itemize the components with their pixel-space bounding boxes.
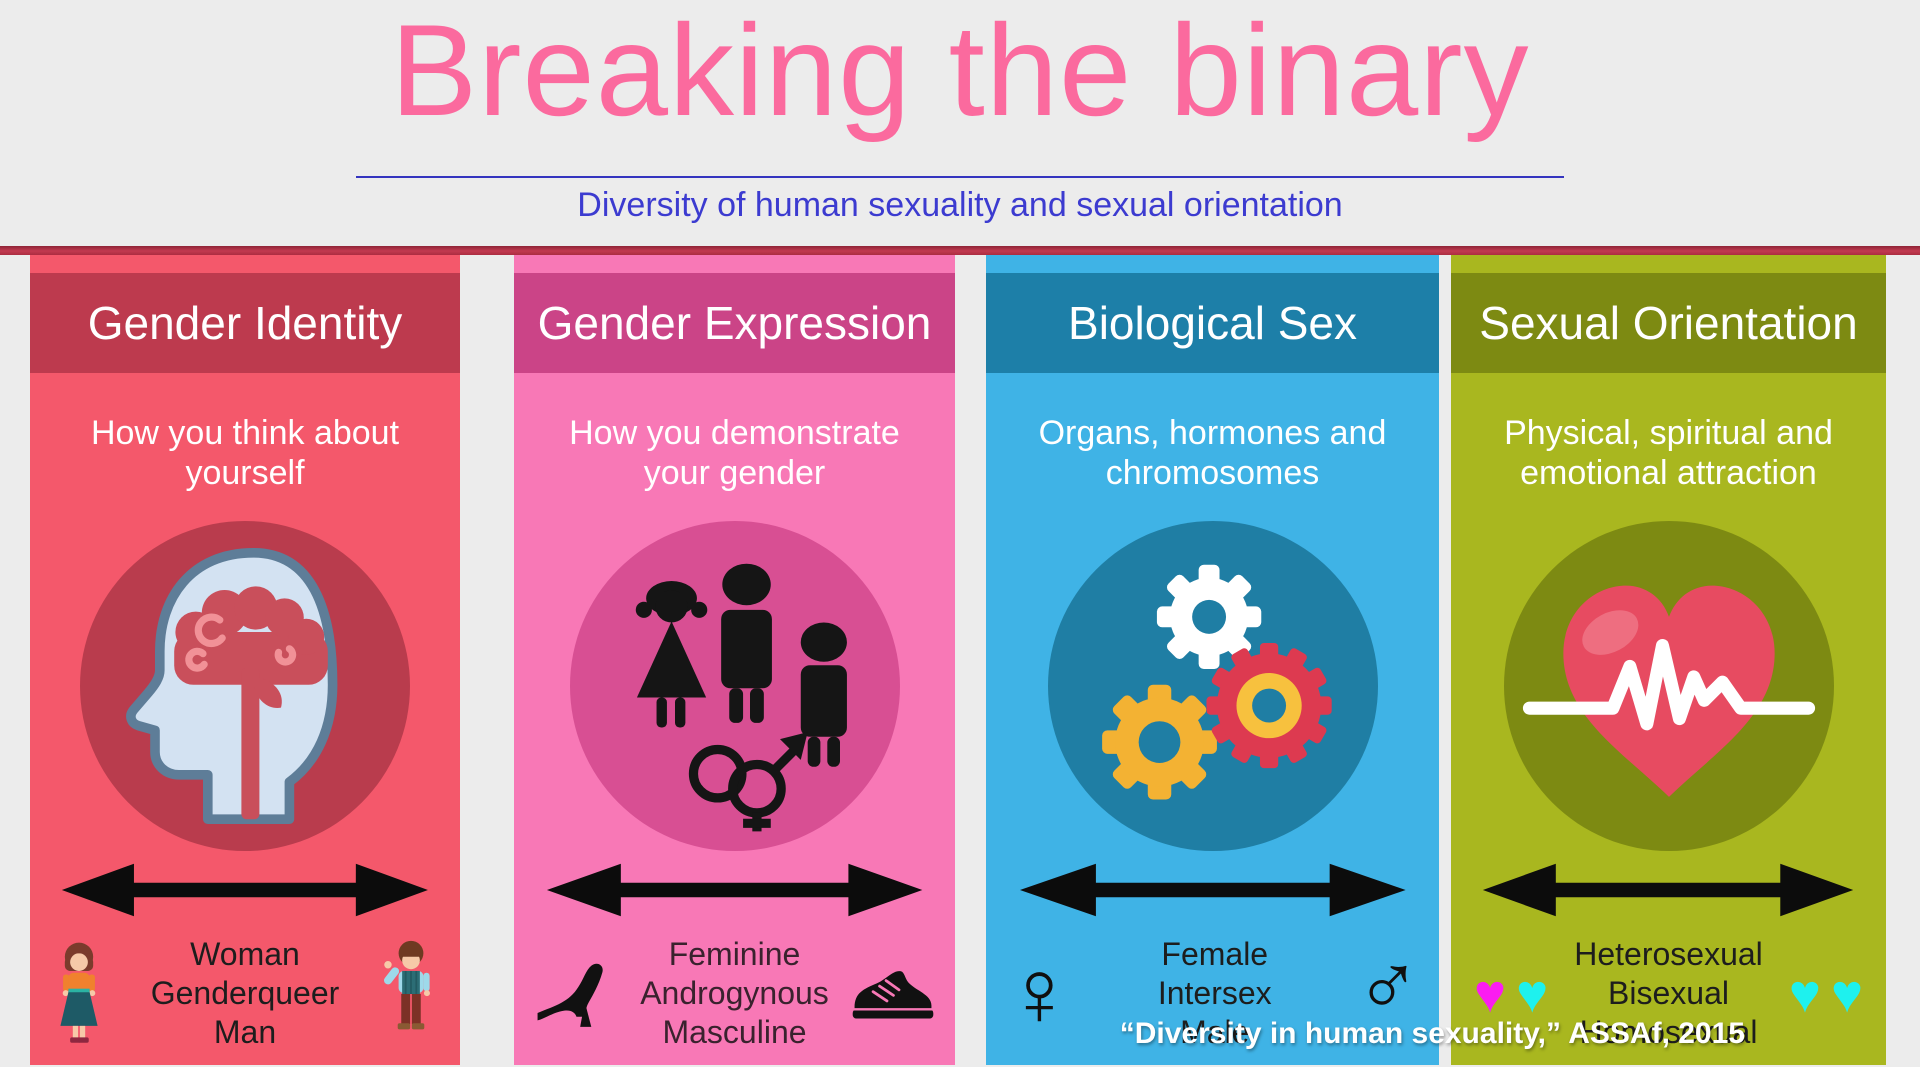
woman-figure-icon <box>48 938 110 1050</box>
cyan-heart-icon: ♥ <box>1788 963 1821 1024</box>
cyan-heart-icon: ♥ <box>1830 963 1863 1024</box>
head-brain-icon <box>80 521 410 851</box>
magenta-heart-icon: ♥ <box>1474 963 1507 1024</box>
spectrum-label: Female <box>1161 936 1269 972</box>
panel-gender-expression: Gender Expression How you demonstrate yo… <box>514 255 955 1065</box>
spectrum-label: Man <box>213 1014 277 1051</box>
header-divider <box>0 246 1920 255</box>
hearts-magenta-cyan-icon: ♥ ♥ <box>1469 967 1553 1021</box>
panel-gender-identity: Gender Identity How you think about your… <box>30 255 460 1065</box>
panel-header-gender-expression: Gender Expression <box>514 273 955 373</box>
people-gender-symbols-icon <box>569 521 900 851</box>
spectrum-arrow-icon <box>1019 863 1406 917</box>
sneaker-icon <box>849 959 937 1029</box>
spectrum-arrow-icon <box>61 863 429 917</box>
panel-biological-sex: Biological Sex Organs, hormones and chro… <box>986 255 1439 1065</box>
spectrum-label: Heterosexual <box>1574 936 1763 972</box>
title-underline <box>356 176 1564 178</box>
heart-heartbeat-icon <box>1503 521 1834 851</box>
cyan-heart-icon: ♥ <box>1516 963 1549 1024</box>
panel-title: Gender Expression <box>537 297 932 349</box>
spectrum-label: Androgynous <box>640 975 829 1012</box>
panel-header-sexual-orientation: Sexual Orientation <box>1451 273 1886 373</box>
spectrum-label: Intersex <box>1157 975 1272 1012</box>
panel-tagline: How you demonstrate your gender <box>569 414 900 493</box>
male-symbol-icon: ♂ <box>1355 931 1421 1031</box>
spectrum-labels: Heterosexual Bisexual Homosexual <box>1553 935 1784 1052</box>
spectrum-row: Feminine Androgynous Masculine <box>514 935 955 1052</box>
spectrum-row: ♥ ♥ Heterosexual Bisexual Homosexual ♥ ♥ <box>1451 935 1886 1052</box>
spectrum-label: Woman <box>190 936 300 972</box>
panel-tagline: Organs, hormones and chromosomes <box>1038 414 1387 493</box>
page-title: Breaking the binary <box>390 0 1530 143</box>
hearts-cyan-icon: ♥ ♥ <box>1784 967 1868 1021</box>
panel-sexual-orientation: Sexual Orientation Physical, spiritual a… <box>1451 255 1886 1065</box>
panel-tagline: Physical, spiritual and emotional attrac… <box>1504 414 1833 493</box>
spectrum-arrow-icon <box>1483 863 1854 917</box>
man-figure-icon <box>380 938 442 1050</box>
panel-tagline: How you think about yourself <box>90 414 400 493</box>
panel-header-biological-sex: Biological Sex <box>986 273 1439 373</box>
spectrum-label: Homosexual <box>1579 1014 1758 1051</box>
panel-title: Gender Identity <box>87 297 403 349</box>
spectrum-label: Masculine <box>662 1014 807 1051</box>
page-subtitle: Diversity of human sexuality and sexual … <box>577 186 1343 224</box>
source-citation: “Diversity in human sexuality,” ASSAf, 2… <box>1119 1017 1745 1050</box>
spectrum-labels: Woman Genderqueer Man <box>110 935 380 1052</box>
spectrum-label: Feminine <box>668 936 801 972</box>
spectrum-label: Genderqueer <box>150 975 340 1012</box>
panel-header-gender-identity: Gender Identity <box>30 273 460 373</box>
spectrum-labels: Feminine Androgynous Masculine <box>620 935 849 1052</box>
spectrum-row: ♀ Female Intersex Male ♂ <box>986 935 1439 1052</box>
spectrum-row: Woman Genderqueer Man <box>30 935 460 1052</box>
spectrum-label: Male <box>1180 1014 1250 1051</box>
spectrum-labels: Female Intersex Male <box>1075 935 1356 1052</box>
gears-icon <box>1047 521 1378 851</box>
panel-title: Biological Sex <box>1068 297 1357 349</box>
panel-title: Sexual Orientation <box>1479 297 1858 349</box>
high-heel-icon <box>532 959 620 1029</box>
female-symbol-icon: ♀ <box>1004 940 1075 1046</box>
spectrum-label: Bisexual <box>1608 975 1729 1012</box>
spectrum-arrow-icon <box>546 863 923 917</box>
